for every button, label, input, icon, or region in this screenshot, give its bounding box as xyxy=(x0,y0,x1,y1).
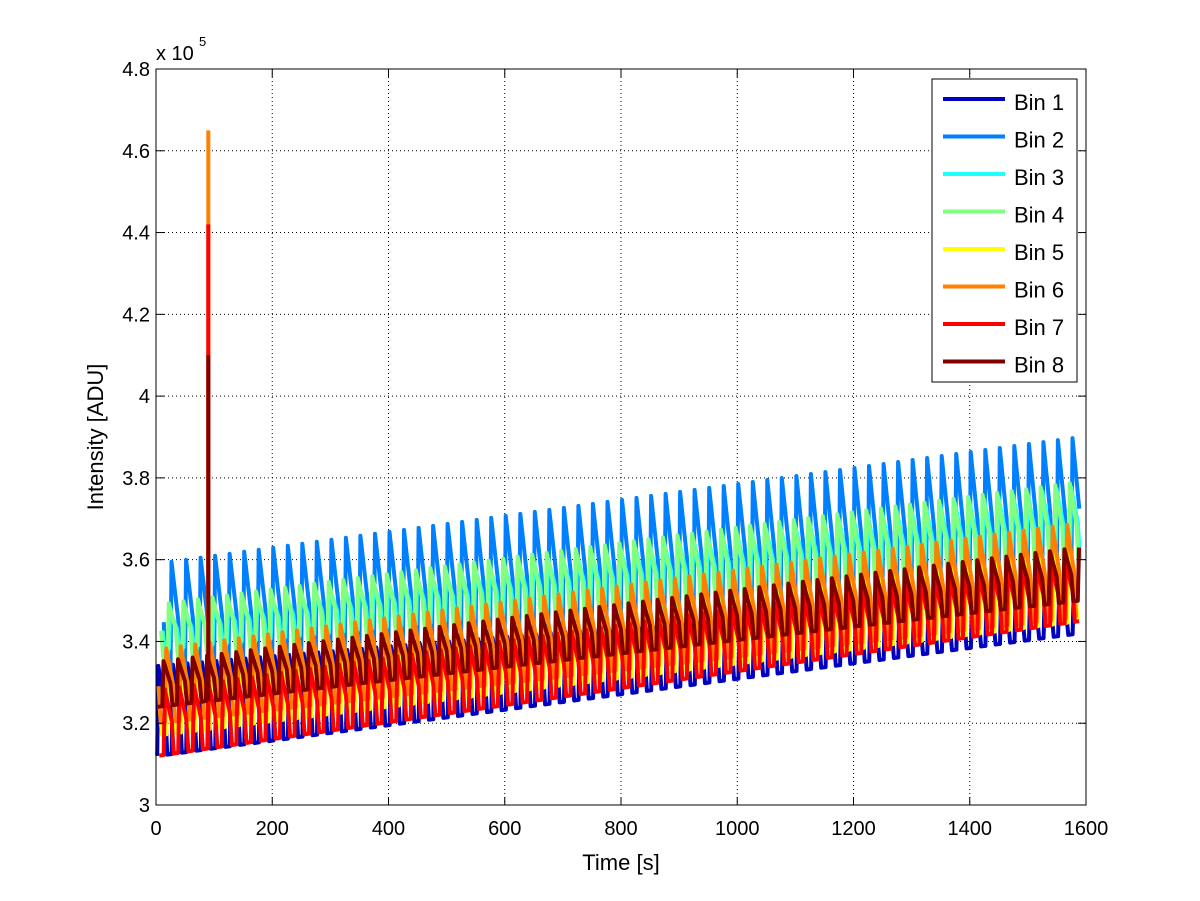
y-tick-label: 4.4 xyxy=(122,223,150,245)
x-tick-label: 400 xyxy=(372,818,405,840)
series-layer xyxy=(155,130,1083,758)
y-tick-label: 3.8 xyxy=(122,468,150,490)
y-tick-label: 3.6 xyxy=(122,550,150,572)
legend-label: Bin 6 xyxy=(1014,278,1064,303)
x-axis-label: Time [s] xyxy=(582,850,659,875)
legend-label: Bin 3 xyxy=(1014,165,1064,190)
series-8 xyxy=(157,355,1081,709)
y-multiplier-exponent: 5 xyxy=(199,34,206,49)
y-tick-label: 3.4 xyxy=(122,631,150,653)
legend-label: Bin 2 xyxy=(1014,128,1064,153)
x-tick-label: 0 xyxy=(150,818,161,840)
y-tick-label: 3.2 xyxy=(122,713,150,735)
y-tick-label: 4.8 xyxy=(122,59,150,81)
y-tick-label: 4.2 xyxy=(122,304,150,326)
legend-box xyxy=(931,78,1078,383)
series-line xyxy=(157,547,1081,709)
legend-label: Bin 8 xyxy=(1014,353,1064,378)
x-tick-label: 200 xyxy=(256,818,289,840)
y-tick-label: 4.6 xyxy=(122,141,150,163)
legend-label: Bin 7 xyxy=(1014,315,1064,340)
x-tick-label: 1600 xyxy=(1064,818,1109,840)
y-axis: 3 3.2 3.4 3.6 3.8 4 4.2 4.4 4.6 4.8 xyxy=(122,59,1086,817)
y-multiplier-label: x 10 xyxy=(156,43,194,65)
x-tick-label: 800 xyxy=(604,818,637,840)
legend-label: Bin 4 xyxy=(1014,203,1064,228)
x-tick-label: 1200 xyxy=(831,818,876,840)
x-tick-label: 600 xyxy=(488,818,521,840)
y-tick-label: 4 xyxy=(139,386,150,408)
x-tick-label: 1000 xyxy=(715,818,760,840)
x-axis: 0 200 400 600 800 1000 1200 1400 1600 xyxy=(150,69,1108,840)
x-tick-label: 1400 xyxy=(948,818,993,840)
legend-label: Bin 1 xyxy=(1014,90,1064,115)
legend: Bin 1 Bin 2 Bin 3 Bin 4 Bin 5 Bin 6 Bin 7 Bin 8 xyxy=(931,78,1078,383)
y-axis-label: Intensity [ADU] xyxy=(83,364,108,511)
legend-label: Bin 5 xyxy=(1014,240,1064,265)
y-tick-label: 3 xyxy=(139,795,150,817)
